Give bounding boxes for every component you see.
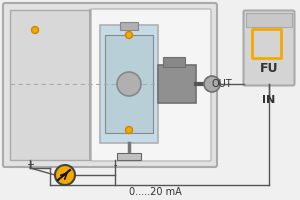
FancyBboxPatch shape (253, 29, 281, 58)
Circle shape (55, 165, 75, 185)
Circle shape (32, 26, 38, 33)
FancyBboxPatch shape (3, 3, 217, 167)
Text: OUT: OUT (212, 79, 232, 89)
Bar (10, 10, 90, 160)
Bar (163, 57, 185, 67)
Circle shape (204, 76, 220, 92)
Circle shape (125, 127, 133, 134)
Bar (158, 65, 196, 103)
Bar (120, 22, 138, 30)
Text: -: - (113, 160, 117, 170)
Bar (100, 25, 158, 143)
Text: FU: FU (260, 62, 278, 75)
Bar (246, 13, 292, 27)
FancyBboxPatch shape (91, 9, 211, 161)
Text: IN: IN (262, 95, 276, 105)
FancyBboxPatch shape (244, 10, 295, 86)
Circle shape (117, 72, 141, 96)
Bar (105, 35, 153, 133)
Circle shape (125, 31, 133, 38)
Bar (117, 153, 141, 160)
Text: +: + (26, 160, 34, 170)
Text: 0.....20 mA: 0.....20 mA (129, 187, 182, 197)
